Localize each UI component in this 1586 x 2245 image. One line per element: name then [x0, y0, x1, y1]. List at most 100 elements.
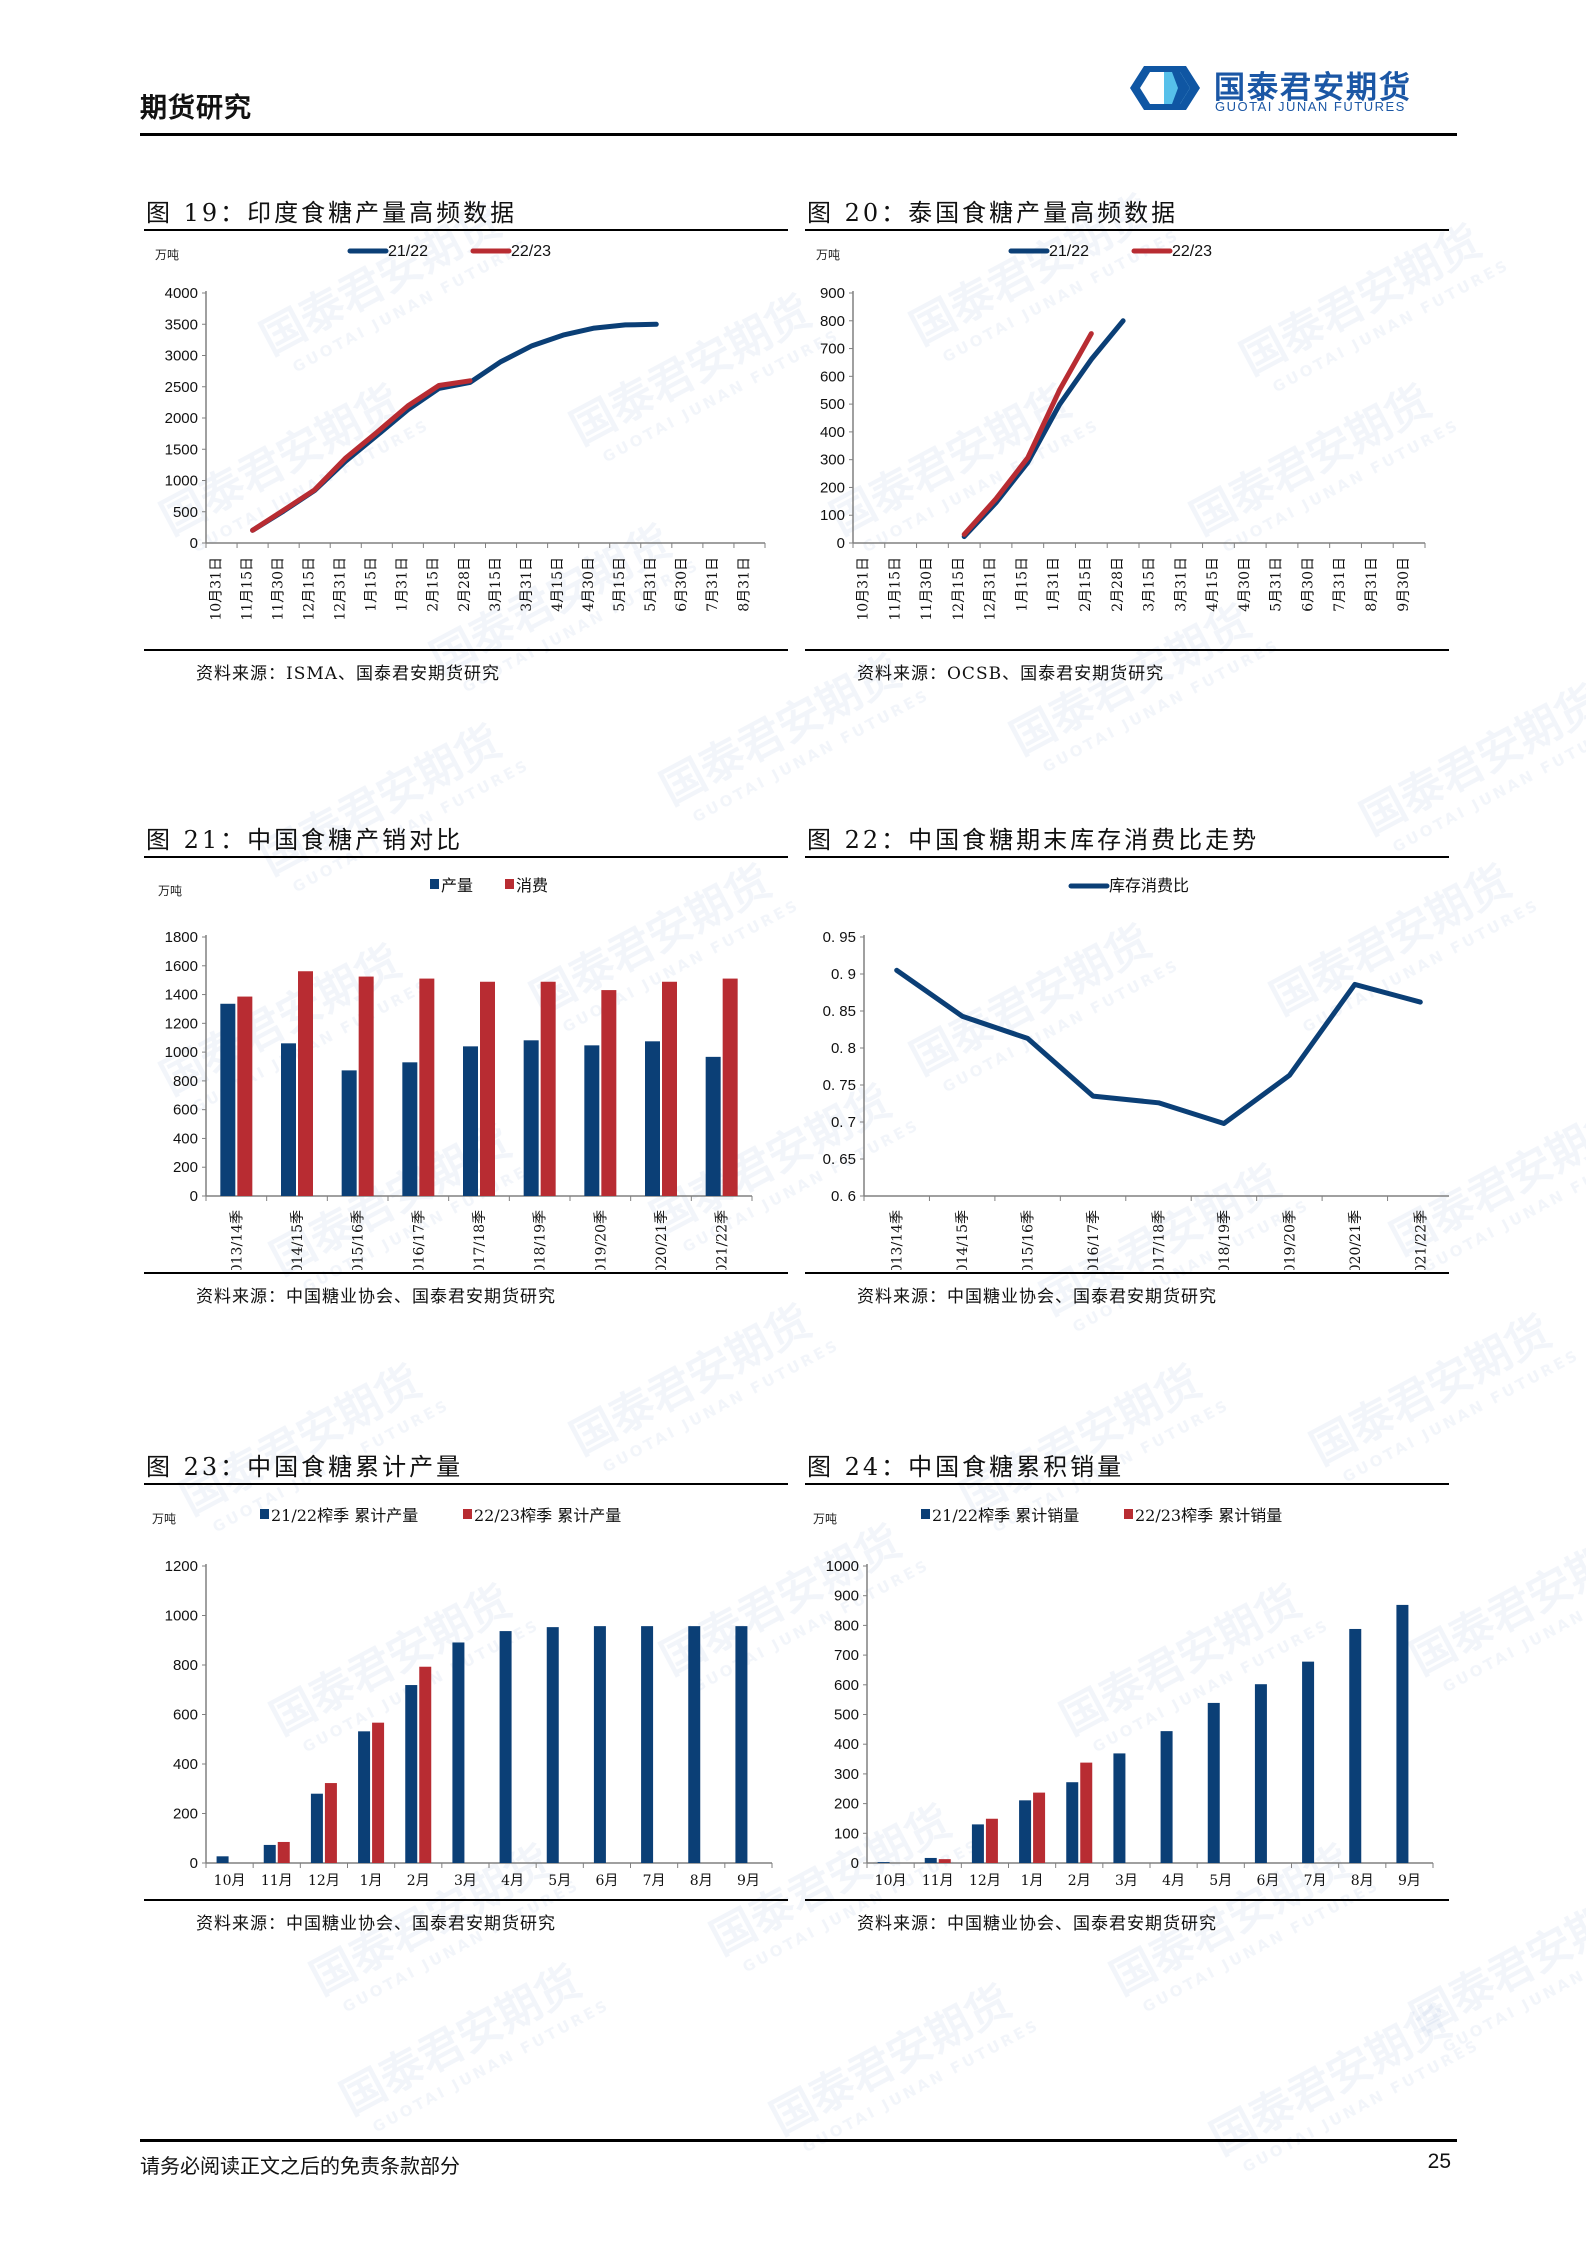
watermark-cn: 国泰君安期货: [1302, 1306, 1560, 1476]
y-tick-label: 200: [173, 1806, 198, 1823]
figure-source: 资料来源：中国糖业协会、国泰君安期货研究: [196, 1914, 556, 1934]
x-tick-label: 3月15日: [488, 557, 504, 612]
figure-bottom-rule: [805, 1272, 1449, 1274]
x-tick-label: 2020/21季: [654, 1210, 670, 1270]
x-tick-label: 2021/22季: [715, 1210, 731, 1270]
china-cumulative-production-chart: 万吨 21/22榨季 累计产量 22/23榨季 累计产量 0 200 400 600 800 1…: [152, 1506, 773, 1889]
bar: [584, 1045, 600, 1196]
watermark-cn: 国泰君安期货: [562, 1296, 820, 1466]
y-tick-label: 500: [834, 1707, 859, 1724]
watermark-en: GUOTAI JUNAN FUTURES: [799, 2015, 1043, 2157]
x-tick-label: 2月15日: [426, 557, 442, 612]
watermark-en: GUOTAI JUNAN FUTURES: [1339, 1345, 1583, 1487]
figure-source: 资料来源：中国糖业协会、国泰君安期货研究: [857, 1287, 1217, 1307]
figure-title: 图 21：中国食糖产销对比: [146, 826, 464, 854]
x-tick-label: 1月15日: [1014, 557, 1030, 612]
x-tick-label: 2019/20季: [1282, 1210, 1298, 1270]
y-tick-label: 3000: [165, 348, 198, 365]
x-tick-label: 4月30日: [1237, 557, 1253, 612]
x-tick-label: 2016/17季: [411, 1210, 427, 1270]
y-tick-label: 0. 9: [831, 966, 856, 983]
bar: [1302, 1661, 1315, 1863]
y-tick-label: 600: [173, 1707, 198, 1724]
bar: [1396, 1604, 1409, 1863]
bar: [641, 1626, 654, 1863]
y-tick-label: 800: [173, 1657, 198, 1674]
x-tick-label: 4月15日: [1205, 557, 1221, 612]
bar: [662, 981, 677, 1196]
thailand-sugar-production-chart: 万吨 21/22 22/23 0 100 200 300 400 500 600 700 800 900…: [816, 243, 1426, 621]
y-tick-label: 1200: [165, 1015, 198, 1032]
x-tick-label: 4月: [501, 1873, 524, 1889]
x-tick-label: 8月: [690, 1873, 713, 1889]
figure-title: 图 19：印度食糖产量高频数据: [146, 199, 518, 227]
figure-bottom-rule: [144, 1899, 788, 1901]
x-tick-label: 12月15日: [301, 557, 317, 621]
y-tick-label: 1200: [165, 1558, 198, 1575]
y-axis-unit-label: 万吨: [816, 248, 840, 262]
india-sugar-production-chart: 万吨 21/22 22/23 0 500 1000 1500 2000 2500 3000 3500…: [155, 243, 766, 621]
legend-swatch-square: [463, 1509, 472, 1519]
x-tick-label: 2018/19季: [1217, 1210, 1233, 1270]
y-tick-label: 1000: [826, 1558, 859, 1575]
x-tick-label: 4月15日: [550, 557, 566, 612]
y-tick-label: 700: [820, 341, 845, 358]
y-tick-label: 3500: [165, 316, 198, 333]
figure-source: 资料来源：中国糖业协会、国泰君安期货研究: [857, 1914, 1217, 1934]
y-tick-label: 600: [173, 1102, 198, 1119]
y-tick-label: 100: [834, 1825, 859, 1842]
bar: [540, 981, 556, 1196]
bar: [480, 981, 495, 1196]
bar: [216, 1856, 229, 1863]
watermark-en: GUOTAI JUNAN FUTURES: [1389, 715, 1586, 857]
bar: [924, 1857, 937, 1863]
series-line-a: [250, 321, 659, 533]
y-tick-label: 600: [820, 368, 845, 385]
page-number: 25: [1427, 2150, 1451, 2173]
bar: [1019, 1800, 1032, 1863]
figure-source: 资料来源：ISMA、国泰君安期货研究: [196, 664, 501, 684]
bar: [722, 978, 738, 1196]
y-tick-label: 0. 85: [823, 1003, 856, 1020]
bar: [358, 976, 374, 1196]
legend-swatch-square: [1124, 1509, 1133, 1519]
x-tick-label: 11月15日: [239, 557, 255, 621]
x-tick-label: 2月28日: [457, 557, 473, 612]
y-tick-label: 300: [820, 452, 845, 469]
legend-label: 库存消费比: [1109, 877, 1189, 895]
watermark-cn: 国泰君安期货: [762, 1976, 1020, 2146]
x-tick-label: 7月: [643, 1873, 666, 1889]
y-tick-label: 400: [834, 1736, 859, 1753]
x-tick-label: 2019/20季: [593, 1210, 609, 1270]
x-tick-label: 6月30日: [674, 557, 690, 612]
y-tick-label: 400: [173, 1130, 198, 1147]
x-tick-label: 6月30日: [1300, 557, 1316, 612]
x-tick-label: 2015/16季: [351, 1210, 367, 1270]
figure-top-rule: [144, 856, 788, 858]
bar: [1207, 1702, 1220, 1863]
bar: [310, 1793, 323, 1863]
y-tick-label: 0. 7: [831, 1114, 856, 1131]
x-tick-label: 3月31日: [519, 557, 535, 612]
bar: [405, 1685, 418, 1863]
watermark-en: GUOTAI JUNAN FUTURES: [369, 1995, 613, 2137]
y-axis-unit-label: 万吨: [158, 884, 182, 898]
x-tick-label: 12月: [969, 1873, 1001, 1889]
y-tick-label: 0: [190, 1188, 198, 1205]
bar: [971, 1824, 984, 1863]
china-cumulative-sales-chart: 万吨 21/22榨季 累计销量 22/23榨季 累计销量 0 100 200 300 400 5…: [813, 1506, 1434, 1889]
x-tick-label: 4月30日: [581, 557, 597, 612]
legend-swatch-square: [430, 879, 439, 889]
x-tick-label: 1月31日: [1046, 557, 1062, 612]
bar: [463, 1046, 478, 1196]
footer-divider: [140, 2139, 1457, 2142]
x-tick-label: 8月31日: [1364, 557, 1380, 612]
x-tick-label: 2013/14季: [890, 1210, 906, 1270]
y-tick-label: 200: [834, 1796, 859, 1813]
y-tick-label: 100: [820, 507, 845, 524]
x-tick-label: 9月: [737, 1873, 760, 1889]
x-tick-label: 5月: [1209, 1873, 1232, 1889]
figure-bottom-rule: [805, 649, 1449, 651]
x-tick-label: 1月31日: [395, 557, 411, 612]
